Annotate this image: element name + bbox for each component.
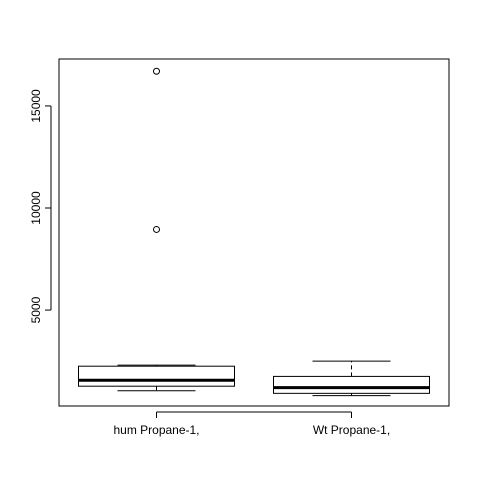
box-group <box>78 67 430 397</box>
y-tick-label: 15000 <box>29 89 43 123</box>
x-tick-label: hum Propane-1, <box>113 423 199 437</box>
box <box>273 375 430 394</box>
y-axis: 5000 10000 15000 <box>29 89 52 323</box>
box <box>78 365 235 387</box>
x-tick-label: Wt Propane-1, <box>313 423 390 437</box>
plot-frame <box>58 58 450 407</box>
x-axis: hum Propane-1, Wt Propane-1, <box>113 411 390 437</box>
outlier-point <box>153 67 160 75</box>
y-tick-label: 5000 <box>29 296 43 323</box>
outlier-point <box>153 225 160 233</box>
y-tick-label: 10000 <box>29 191 43 225</box>
